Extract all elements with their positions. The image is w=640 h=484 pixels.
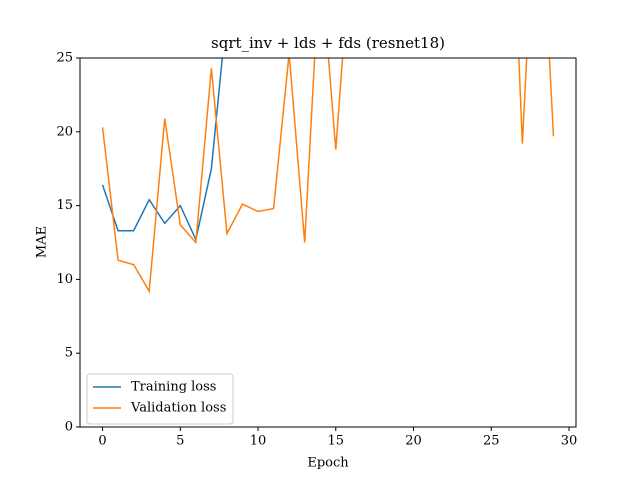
- x-tick-label: 15: [328, 434, 345, 449]
- y-tick-label: 25: [56, 51, 73, 66]
- chart-title: sqrt_inv + lds + fds (resnet18): [211, 34, 445, 52]
- axes-frame: [79, 57, 577, 428]
- axes: 0 5 10 15 20 25 30 0 5 10 15 20 25 Training loss Valid…: [56, 51, 577, 449]
- x-tick-label: 10: [250, 434, 267, 449]
- y-tick-label: 15: [56, 198, 73, 213]
- legend-box: [86, 373, 234, 425]
- y-tick-label: 20: [56, 124, 73, 139]
- y-tick-label: 10: [56, 272, 73, 287]
- plot-area: [101, 58, 555, 294]
- series-line: [101, 58, 555, 294]
- x-tick-label: 30: [561, 434, 578, 449]
- x-tick-label: 0: [98, 434, 106, 449]
- y-tick-label: 0: [65, 420, 73, 435]
- x-tick-label: 20: [405, 434, 422, 449]
- y-axis-label: MAE: [35, 226, 50, 258]
- x-tick-label: 5: [176, 434, 184, 449]
- series-line: [101, 58, 224, 242]
- legend-label: Training loss: [131, 380, 216, 395]
- x-axis-label: Epoch: [307, 456, 349, 471]
- legend-label: Validation loss: [130, 401, 226, 416]
- y-tick-label: 5: [65, 346, 73, 361]
- x-tick-label: 25: [483, 434, 500, 449]
